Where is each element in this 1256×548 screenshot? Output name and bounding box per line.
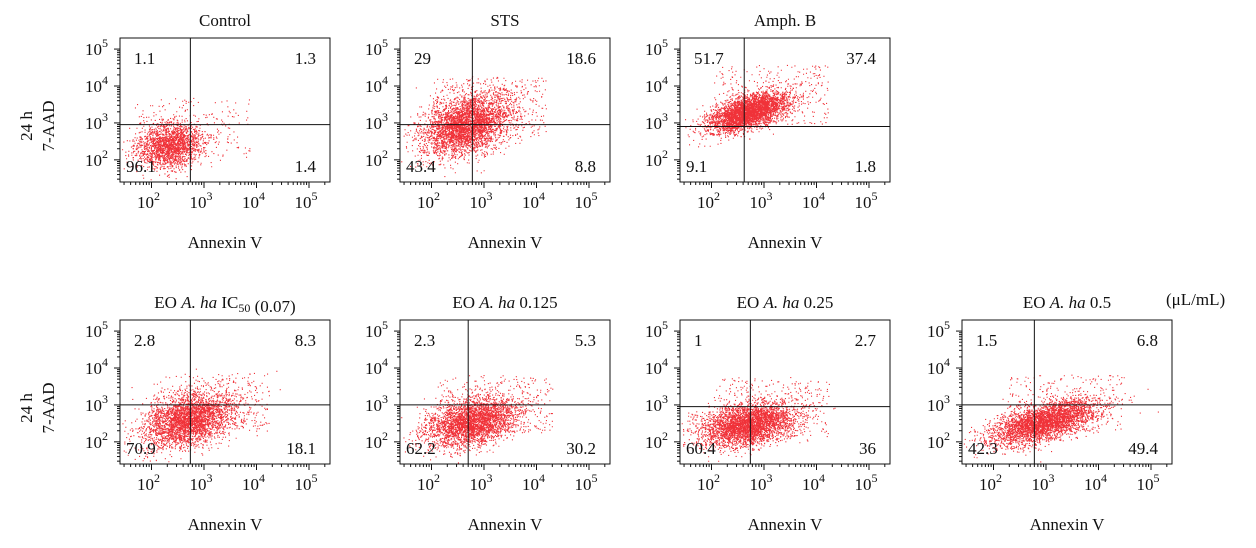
scatter-points [401, 76, 547, 178]
axis-ticks [956, 330, 1168, 470]
quadrant-percent-ur: 5.3 [575, 331, 596, 350]
quadrant-percent-lr: 30.2 [566, 439, 596, 458]
quadrant-percent-lr: 1.8 [855, 157, 876, 176]
panel-title: EO A. ha 0.125 [452, 293, 557, 312]
axis-ticks [114, 48, 326, 188]
x-tick-label: 103 [1032, 471, 1055, 494]
panel-title: EO A. ha IC50 (0.07) [154, 293, 295, 316]
x-axis-label: Annexin V [468, 515, 543, 534]
x-axis-label: Annexin V [188, 233, 263, 252]
quadrant-percent-ul: 1 [694, 331, 703, 350]
y-tick-label: 104 [927, 355, 950, 378]
y-tick-label: 103 [927, 392, 950, 415]
axis-ticks [674, 48, 886, 188]
quadrant-percent-lr: 49.4 [1128, 439, 1158, 458]
plot-frame [399, 319, 611, 465]
plot-frame [119, 319, 331, 465]
x-axis-label: Annexin V [748, 515, 823, 534]
scatter-points [963, 374, 1159, 463]
quadrant-percent-ll: 43.4 [406, 157, 436, 176]
axis-ticks [114, 330, 326, 470]
quadrant-percent-lr: 36 [859, 439, 876, 458]
x-tick-label: 104 [1084, 471, 1107, 494]
scatter-points [681, 377, 836, 462]
axis-ticks [394, 330, 606, 470]
quadrant-percent-ur: 37.4 [846, 49, 876, 68]
panel-title: Control [199, 11, 251, 30]
quadrant-percent-lr: 18.1 [286, 439, 316, 458]
scatter-points [122, 97, 251, 181]
quadrant-percent-ul: 51.7 [694, 49, 724, 68]
quadrant-percent-ul: 2.8 [134, 331, 155, 350]
quadrant-percent-ul: 1.5 [976, 331, 997, 350]
quadrant-percent-ll: 62.2 [406, 439, 436, 458]
scatter-points [401, 375, 554, 464]
quadrant-percent-ul: 29 [414, 49, 431, 68]
quadrant-percent-ll: 42.3 [968, 439, 998, 458]
panel-title: EO A. ha 0.25 [737, 293, 834, 312]
quadrant-percent-ll: 70.9 [126, 439, 156, 458]
quadrant-percent-ul: 1.1 [134, 49, 155, 68]
x-tick-label: 105 [1137, 471, 1160, 494]
x-tick-label: 102 [979, 471, 1002, 494]
panel-title: Amph. B [754, 11, 816, 30]
scatter-points [122, 368, 281, 463]
plot-frame [119, 37, 331, 183]
axis-ticks [394, 48, 606, 188]
y-tick-label: 105 [927, 318, 950, 341]
axis-ticks [674, 330, 886, 470]
x-axis-label: Annexin V [1030, 515, 1105, 534]
plot-frame [679, 319, 891, 465]
plot-frame [679, 37, 891, 183]
concentration-unit-label: (μL/mL) [1166, 290, 1226, 309]
plot-frame [399, 37, 611, 183]
y-tick-label: 102 [927, 429, 950, 452]
scatter-points [685, 64, 829, 148]
x-axis-label: Annexin V [188, 515, 263, 534]
quadrant-percent-ur: 6.8 [1137, 331, 1158, 350]
quadrant-percent-lr: 8.8 [575, 157, 596, 176]
quadrant-percent-ll: 96.1 [126, 157, 156, 176]
x-axis-label: Annexin V [748, 233, 823, 252]
plot-frame [961, 319, 1173, 465]
quadrant-percent-ur: 18.6 [566, 49, 596, 68]
panel-title: STS [490, 11, 519, 30]
quadrant-percent-ur: 2.7 [855, 331, 877, 350]
quadrant-percent-ur: 8.3 [295, 331, 316, 350]
x-axis-label: Annexin V [468, 233, 543, 252]
quadrant-percent-ul: 2.3 [414, 331, 435, 350]
panel-title: EO A. ha 0.5 [1023, 293, 1111, 312]
quadrant-percent-ur: 1.3 [295, 49, 316, 68]
quadrant-percent-ll: 9.1 [686, 157, 707, 176]
quadrant-percent-lr: 1.4 [295, 157, 317, 176]
quadrant-percent-ll: 60.4 [686, 439, 716, 458]
